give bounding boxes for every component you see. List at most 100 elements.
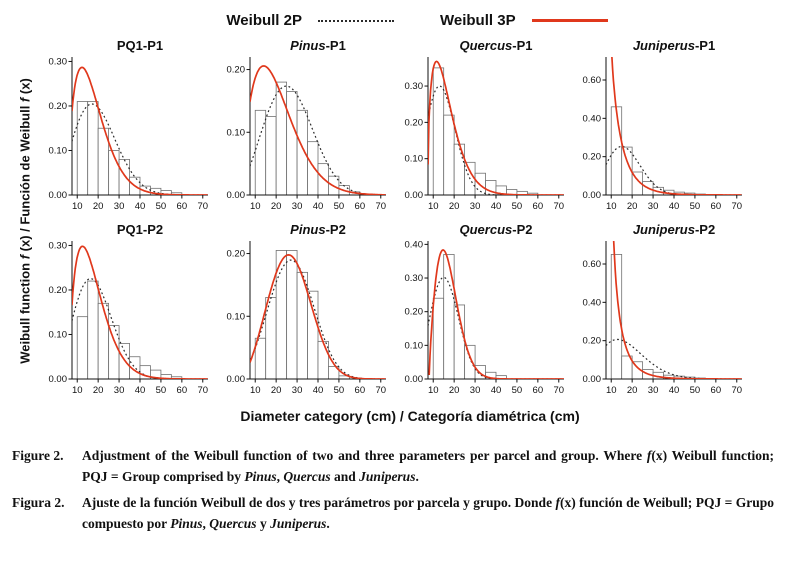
svg-text:70: 70	[197, 201, 208, 212]
svg-text:60: 60	[711, 385, 722, 396]
svg-text:40: 40	[491, 201, 502, 212]
caption-english-label: Figure 2.	[12, 448, 64, 463]
histogram-bars	[76, 280, 183, 380]
svg-text:70: 70	[375, 385, 386, 396]
svg-text:50: 50	[690, 201, 701, 212]
svg-text:50: 50	[334, 201, 345, 212]
weibull-3p-curve	[72, 245, 208, 379]
svg-text:30: 30	[292, 385, 303, 396]
svg-text:0.20: 0.20	[405, 307, 424, 318]
svg-text:0.20: 0.20	[583, 152, 602, 163]
charts-grid: PQ1-P1 10 20 30 40 50 60 70 0.00 0.10 0.20 0.30 Pinu…	[38, 37, 750, 405]
svg-text:20: 20	[449, 201, 460, 212]
svg-text:10: 10	[428, 385, 439, 396]
svg-text:10: 10	[250, 201, 261, 212]
svg-text:0.00: 0.00	[405, 190, 424, 201]
svg-text:30: 30	[114, 385, 125, 396]
svg-text:30: 30	[114, 201, 125, 212]
chart-title: Quercus-P2	[460, 222, 533, 237]
weibull-3p-curve	[612, 241, 742, 379]
svg-text:20: 20	[271, 201, 282, 212]
svg-text:0.10: 0.10	[405, 154, 424, 165]
svg-text:0.30: 0.30	[405, 81, 424, 92]
svg-text:20: 20	[271, 385, 282, 396]
svg-text:0.40: 0.40	[583, 297, 602, 308]
svg-text:40: 40	[135, 385, 146, 396]
svg-text:10: 10	[72, 201, 83, 212]
svg-text:50: 50	[156, 385, 167, 396]
chart-pinus-p2: Pinus-P2 10 20 30 40 50 60 70 0.00 0.10 0.20	[227, 222, 387, 396]
weibull-3p-curve	[611, 57, 742, 195]
svg-text:60: 60	[355, 201, 366, 212]
svg-text:0.10: 0.10	[227, 127, 246, 138]
svg-text:0.40: 0.40	[405, 239, 424, 250]
figure-body: Weibull function f (x) / Función de Weib…	[12, 37, 782, 405]
svg-text:0.00: 0.00	[227, 190, 246, 201]
svg-text:50: 50	[512, 201, 523, 212]
caption-spanish-text: Ajuste de la función Weibull de dos y tr…	[82, 494, 774, 531]
caption-english-text: Adjustment of the Weibull function of tw…	[82, 448, 774, 484]
svg-text:0.00: 0.00	[227, 374, 246, 385]
svg-text:60: 60	[355, 385, 366, 396]
weibull-figure: Weibull 2P Weibull 3P Weibull function f…	[12, 12, 782, 535]
svg-text:70: 70	[553, 201, 564, 212]
weibull-3p-curve	[250, 254, 386, 379]
histogram-bars	[432, 67, 539, 196]
svg-text:70: 70	[375, 201, 386, 212]
svg-text:20: 20	[449, 385, 460, 396]
svg-text:0.00: 0.00	[405, 374, 424, 385]
chart-title: Juniperus-P1	[633, 38, 715, 53]
chart-title: Quercus-P1	[460, 38, 533, 53]
legend-label-weibull-3p: Weibull 3P	[440, 12, 516, 29]
svg-text:10: 10	[606, 201, 617, 212]
chart-title: PQ1-P1	[117, 38, 163, 53]
legend-item-weibull-3p: Weibull 3P	[440, 12, 608, 29]
svg-text:60: 60	[711, 201, 722, 212]
legend-item-weibull-2p: Weibull 2P	[226, 12, 394, 29]
svg-text:60: 60	[533, 385, 544, 396]
svg-text:0.60: 0.60	[583, 75, 602, 86]
svg-text:60: 60	[177, 385, 188, 396]
svg-text:0.10: 0.10	[49, 145, 68, 156]
svg-text:0.20: 0.20	[227, 249, 246, 260]
legend-label-weibull-2p: Weibull 2P	[226, 12, 302, 29]
solid-line-sample	[531, 19, 608, 22]
svg-text:60: 60	[177, 201, 188, 212]
svg-text:0.00: 0.00	[49, 190, 68, 201]
svg-text:40: 40	[313, 385, 324, 396]
chart-quercus-p2: Quercus-P2 10 20 30 40 50 60 70 0.00 0.10 0.20 0.30…	[405, 222, 565, 396]
svg-text:0.30: 0.30	[405, 273, 424, 284]
chart-pq1-p2: PQ1-P2 10 20 30 40 50 60 70 0.00 0.10 0.20 0.30	[49, 222, 209, 396]
chart-juniperus-p2: Juniperus-P2 10 20 30 40 50 60 70 0.00 0.20 0.40 0.…	[583, 222, 743, 396]
weibull-3p-curve	[428, 60, 564, 195]
chart-quercus-p1: Quercus-P1 10 20 30 40 50 60 70 0.00 0.10 0.20 0.30	[405, 38, 565, 212]
chart-title: Pinus-P1	[290, 38, 346, 53]
svg-text:30: 30	[470, 201, 481, 212]
weibull-3p-curve	[250, 65, 386, 195]
histogram-bars	[610, 254, 706, 380]
svg-text:50: 50	[690, 385, 701, 396]
figure-captions: Figure 2. Adjustment of the Weibull func…	[12, 430, 782, 535]
svg-text:70: 70	[731, 201, 742, 212]
svg-text:50: 50	[156, 201, 167, 212]
svg-text:30: 30	[470, 385, 481, 396]
x-axis-label: Diameter category (cm) / Categoría diamé…	[240, 408, 580, 424]
svg-text:0.30: 0.30	[49, 56, 68, 67]
caption-spanish: Figura 2. Ajuste de la función Weibull d…	[12, 493, 774, 535]
chart-pq1-p1: PQ1-P1 10 20 30 40 50 60 70 0.00 0.10 0.20 0.30	[49, 38, 209, 212]
svg-text:0.20: 0.20	[49, 101, 68, 112]
caption-spanish-label: Figura 2.	[12, 494, 65, 510]
svg-text:0.10: 0.10	[227, 311, 246, 322]
svg-text:30: 30	[648, 201, 659, 212]
weibull-2p-curve	[72, 278, 208, 379]
svg-text:70: 70	[731, 385, 742, 396]
weibull-3p-curve	[428, 249, 564, 379]
svg-text:70: 70	[553, 385, 564, 396]
dotted-line-sample	[318, 19, 394, 22]
svg-text:10: 10	[606, 385, 617, 396]
chart-title: PQ1-P2	[117, 222, 163, 237]
svg-text:50: 50	[512, 385, 523, 396]
chart-title: Pinus-P2	[290, 222, 346, 237]
y-axis-label-text: Weibull function f (x) / Función de Weib…	[17, 78, 33, 364]
histogram-bars	[610, 106, 717, 196]
